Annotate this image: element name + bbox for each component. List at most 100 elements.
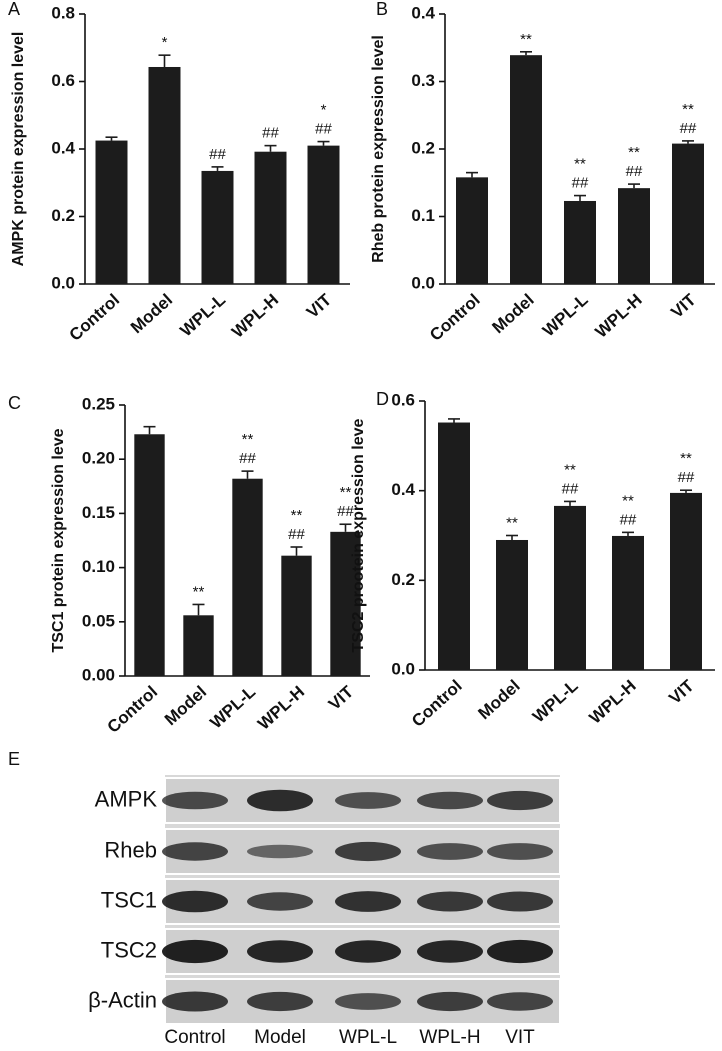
significance-mark: ## xyxy=(288,526,305,543)
blot-band xyxy=(335,891,401,912)
y-tick-label: 0.05 xyxy=(82,611,115,630)
blot-band xyxy=(247,991,313,1012)
y-tick-label: 0.0 xyxy=(51,273,75,292)
bar xyxy=(201,170,234,284)
significance-mark: * xyxy=(321,102,327,119)
significance-mark: ** xyxy=(193,583,205,600)
blot-row-label: TSC1 xyxy=(101,887,157,912)
y-tick-label: 0.25 xyxy=(82,394,115,413)
y-tick-label: 0.1 xyxy=(411,206,435,225)
bar xyxy=(554,505,586,670)
blot-band xyxy=(247,940,313,963)
bar xyxy=(672,143,704,284)
bar xyxy=(564,200,596,284)
blot-band xyxy=(417,843,483,860)
y-tick-label: 0.2 xyxy=(411,138,435,157)
bar xyxy=(232,478,263,676)
bar xyxy=(670,492,702,670)
significance-mark: ## xyxy=(626,163,643,180)
y-tick-label: 0.0 xyxy=(411,273,435,292)
significance-mark: ## xyxy=(209,146,226,163)
significance-mark: ** xyxy=(291,507,303,524)
significance-mark: ** xyxy=(574,156,586,173)
blot-band xyxy=(247,789,313,812)
significance-mark: ** xyxy=(520,31,532,48)
blot-band xyxy=(247,844,313,859)
blot-band xyxy=(487,790,553,811)
bar xyxy=(496,539,528,670)
significance-mark: ## xyxy=(678,469,695,486)
blot-band xyxy=(335,841,401,862)
blot-band xyxy=(487,939,553,964)
y-tick-label: 0.00 xyxy=(82,665,115,684)
blot-band xyxy=(162,842,228,861)
bar xyxy=(618,188,650,284)
blot-band xyxy=(417,940,483,963)
significance-mark: ** xyxy=(242,431,254,448)
bar xyxy=(95,140,128,284)
blot-column-label: Model xyxy=(254,1027,306,1048)
blot-band xyxy=(335,940,401,963)
bar xyxy=(281,555,312,676)
y-axis-label: TSC2 prootein expression leve xyxy=(350,418,367,652)
bar xyxy=(254,151,287,284)
blot-band xyxy=(247,892,313,911)
significance-mark: ## xyxy=(315,121,332,138)
significance-mark: ** xyxy=(340,484,352,501)
blot-band xyxy=(417,791,483,810)
y-axis-label: Rheb protein expression level xyxy=(370,35,387,263)
blot-band xyxy=(162,791,228,810)
y-tick-label: 0.10 xyxy=(82,557,115,576)
significance-mark: ## xyxy=(572,175,589,192)
bar xyxy=(438,422,470,670)
y-tick-label: 0.4 xyxy=(411,3,435,22)
blot-row-label: β-Actin xyxy=(88,987,157,1012)
significance-mark: ** xyxy=(680,450,692,467)
y-axis-label: TSC1 protein expression leve xyxy=(50,428,67,652)
panel-label: A xyxy=(8,0,20,19)
y-tick-label: 0.3 xyxy=(411,71,435,90)
significance-mark: * xyxy=(162,34,168,51)
panel-label: E xyxy=(8,749,20,769)
blot-band xyxy=(335,792,401,809)
significance-mark: ## xyxy=(620,511,637,528)
significance-mark: ** xyxy=(628,144,640,161)
blot-band xyxy=(162,890,228,913)
panel-label: B xyxy=(376,0,388,19)
significance-mark: ## xyxy=(262,125,279,142)
blot-column-label: WPL-L xyxy=(339,1027,397,1048)
y-tick-label: 0.4 xyxy=(51,138,75,157)
blot-band xyxy=(487,843,553,860)
y-tick-label: 0.8 xyxy=(51,3,75,22)
y-tick-label: 0.6 xyxy=(391,390,415,409)
blot-band xyxy=(487,891,553,912)
blot-band xyxy=(162,939,228,964)
blot-column-label: VIT xyxy=(505,1027,535,1048)
bar xyxy=(330,531,361,676)
y-tick-label: 0.6 xyxy=(51,71,75,90)
significance-mark: ## xyxy=(562,480,579,497)
bar xyxy=(510,55,542,284)
bar xyxy=(148,66,181,284)
bar xyxy=(183,615,214,676)
blot-column-label: WPL-H xyxy=(419,1027,480,1048)
bar xyxy=(612,535,644,670)
significance-mark: ## xyxy=(680,120,697,137)
y-tick-label: 0.0 xyxy=(391,659,415,678)
significance-mark: ** xyxy=(506,514,518,531)
bar xyxy=(134,434,165,676)
y-axis-label: AMPK protein expression level xyxy=(10,32,27,267)
panel-label: C xyxy=(8,393,21,413)
blot-band xyxy=(487,992,553,1011)
blot-band xyxy=(335,993,401,1010)
y-tick-label: 0.20 xyxy=(82,449,115,468)
blot-band xyxy=(417,891,483,912)
significance-mark: ** xyxy=(564,461,576,478)
blot-row-label: Rheb xyxy=(104,837,157,862)
bar xyxy=(307,145,340,284)
panel-label: D xyxy=(376,389,389,409)
bar xyxy=(456,177,488,284)
significance-mark: ## xyxy=(239,450,256,467)
y-tick-label: 0.15 xyxy=(82,503,115,522)
